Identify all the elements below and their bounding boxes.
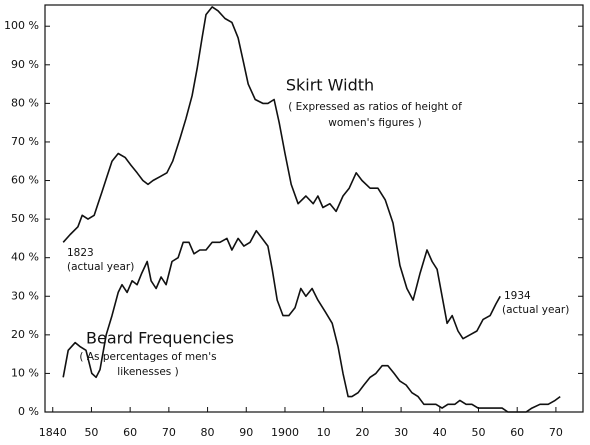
x-tick-label: 90 — [239, 426, 253, 439]
annotation: 1823 — [67, 247, 94, 259]
series-line — [62, 6, 501, 340]
series-label: Skirt Width — [286, 76, 374, 95]
y-tick-label: 40 % — [11, 251, 39, 264]
x-tick-label: 20 — [355, 426, 369, 439]
y-tick-label: 100 % — [4, 19, 39, 32]
y-tick-label: 0 % — [18, 405, 39, 418]
x-tick-label: 1840 — [39, 426, 67, 439]
annotation: (actual year) — [67, 261, 134, 273]
x-tick-label: 60 — [123, 426, 137, 439]
x-tick-label: 70 — [162, 426, 176, 439]
x-tick-label: 70 — [549, 426, 563, 439]
annotation: women's figures ) — [328, 117, 421, 129]
y-tick-label: 50 % — [11, 212, 39, 225]
y-tick-label: 90 % — [11, 58, 39, 71]
series-line — [62, 229, 561, 413]
y-tick-label: 60 % — [11, 174, 39, 187]
y-tick-label: 80 % — [11, 96, 39, 109]
x-tick-label: 50 — [471, 426, 485, 439]
x-tick-label: 10 — [317, 426, 331, 439]
annotation: ( Expressed as ratios of height of — [288, 101, 462, 113]
x-tick-label: 80 — [201, 426, 215, 439]
y-tick-label: 70 % — [11, 135, 39, 148]
annotation: (actual year) — [502, 304, 569, 316]
series-label: Beard Frequencies — [86, 329, 234, 348]
annotation: 1934 — [504, 290, 531, 302]
y-tick-label: 10 % — [11, 366, 39, 379]
x-tick-label: 60 — [510, 426, 524, 439]
y-tick-label: 20 % — [11, 328, 39, 341]
annotation: likenesses ) — [117, 366, 178, 378]
x-tick-label: 40 — [433, 426, 447, 439]
x-tick-label: 1900 — [271, 426, 299, 439]
x-tick-label: 30 — [394, 426, 408, 439]
plot-frame — [44, 4, 584, 413]
x-tick-label: 50 — [84, 426, 98, 439]
y-tick-label: 30 % — [11, 289, 39, 302]
annotation: ( As percentages of men's — [79, 351, 216, 363]
